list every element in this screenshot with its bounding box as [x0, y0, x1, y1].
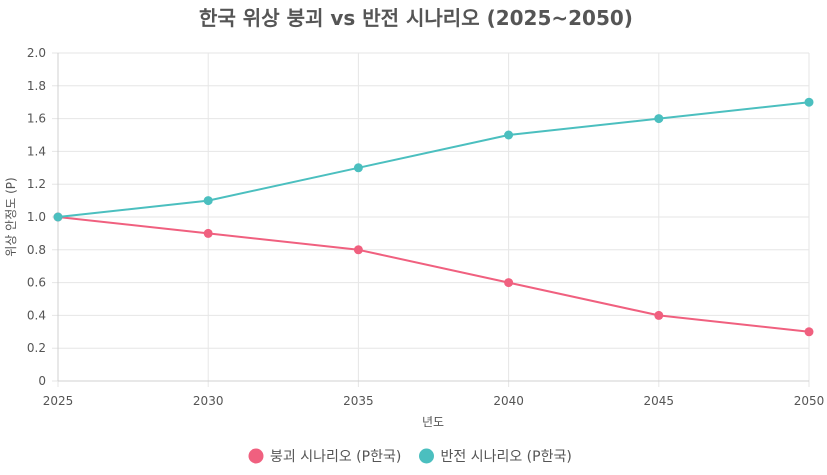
legend-label: 붕괴 시나리오 (P한국)	[270, 449, 401, 465]
x-tick-label: 2040	[493, 394, 524, 408]
data-point[interactable]	[804, 327, 814, 337]
y-tick-label: 1.6	[27, 112, 46, 126]
data-point[interactable]	[203, 228, 213, 238]
chart-title: 한국 위상 붕괴 vs 반전 시나리오 (2025~2050)	[199, 6, 633, 30]
y-tick-label: 0.2	[27, 341, 46, 355]
axes: 0 0.2 0.4 0.6 0.8 1.0 1.2 1.4 1.6 1.8 2.0 2025 2030 2…	[27, 46, 824, 408]
y-tick-label: 2.0	[27, 46, 46, 60]
y-axis-title: 위상 안정도 (P)	[4, 177, 18, 256]
legend-marker	[419, 448, 434, 464]
series-layer	[53, 97, 814, 337]
x-tick-label: 2050	[794, 394, 825, 408]
legend[interactable]: 붕괴 시나리오 (P한국) 반전 시나리오 (P한국)	[248, 448, 572, 466]
x-tick-label: 2030	[193, 394, 224, 408]
series-0	[53, 212, 814, 337]
y-tick-label: 1.4	[27, 144, 46, 158]
data-point[interactable]	[504, 278, 514, 288]
data-point[interactable]	[353, 245, 363, 255]
data-point[interactable]	[353, 163, 363, 173]
y-tick-label: 0.8	[27, 243, 46, 257]
y-tick-label: 0.4	[27, 308, 46, 322]
x-tick-label: 2025	[43, 394, 74, 408]
x-tick-label: 2035	[343, 394, 374, 408]
data-point[interactable]	[504, 130, 514, 140]
series-1	[53, 97, 814, 222]
data-point[interactable]	[53, 212, 63, 222]
legend-label: 반전 시나리오 (P한국)	[441, 449, 572, 465]
grid	[52, 52, 810, 387]
legend-marker	[248, 448, 264, 464]
legend-item[interactable]: 붕괴 시나리오 (P한국)	[248, 448, 402, 466]
data-point[interactable]	[804, 97, 814, 107]
series-line	[57, 101, 810, 218]
x-axis-title: 년도	[422, 415, 444, 429]
y-tick-label: 1.0	[27, 210, 46, 224]
y-tick-label: 0.6	[27, 276, 46, 290]
legend-item[interactable]: 반전 시나리오 (P한국)	[419, 448, 572, 466]
y-tick-label: 0	[38, 374, 46, 388]
x-tick-label: 2045	[644, 394, 675, 408]
data-point[interactable]	[654, 310, 664, 320]
data-point[interactable]	[203, 196, 213, 206]
y-tick-label: 1.8	[27, 79, 46, 93]
data-point[interactable]	[654, 114, 664, 124]
series-line	[57, 216, 810, 333]
y-tick-label: 1.2	[27, 177, 46, 191]
